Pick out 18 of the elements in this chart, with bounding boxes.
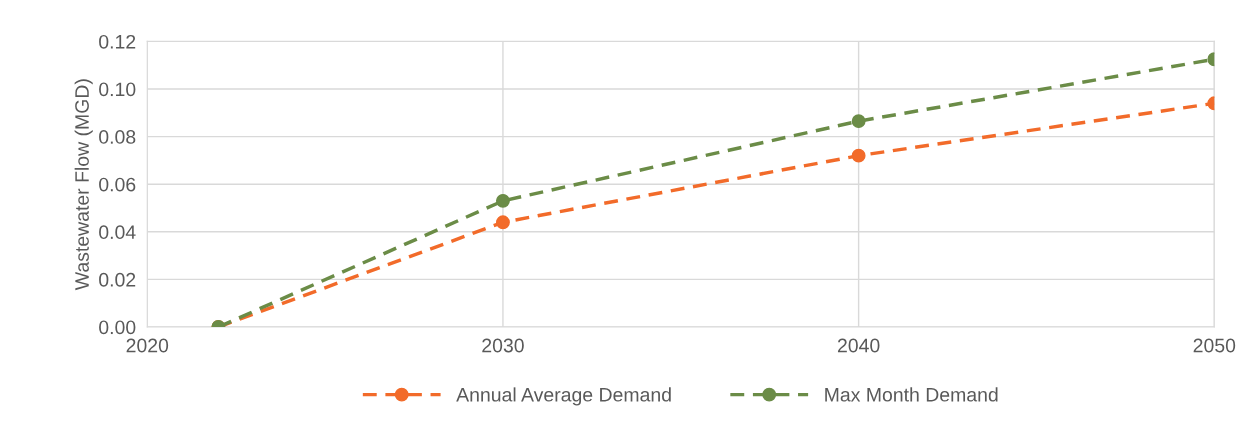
- y-tick-label: 0.08: [99, 130, 136, 144]
- y-tick-label: 0.02: [99, 272, 136, 287]
- y-tick-label: 0.12: [99, 34, 136, 49]
- point: [851, 114, 866, 129]
- y-tick-label: 0.04: [99, 225, 136, 240]
- legend-label: Annual Average Demand: [456, 387, 671, 406]
- y-tick-label: 0.10: [99, 82, 136, 97]
- x-tick-label: 2020: [126, 338, 169, 353]
- point: [495, 193, 510, 208]
- y-tick-label: 0.06: [99, 177, 136, 192]
- legend-label: Max Month Demand: [825, 387, 998, 402]
- y-axis-title: Wastewater Flow (MGD): [74, 79, 93, 291]
- point: [851, 148, 866, 163]
- x-tick-label: 2050: [1193, 338, 1236, 353]
- x-tick-label: 2040: [837, 338, 880, 353]
- y-tick-label: 0.00: [99, 320, 136, 335]
- point: [495, 215, 510, 230]
- x-tick-label: 2030: [482, 338, 524, 353]
